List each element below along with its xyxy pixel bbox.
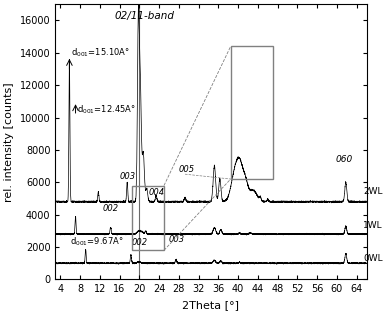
Bar [132, 186, 164, 250]
Bar [231, 46, 273, 179]
Y-axis label: rel. intensity [counts]: rel. intensity [counts] [4, 82, 14, 202]
Text: d$_{001}$=15.10A°: d$_{001}$=15.10A° [71, 46, 130, 59]
Text: 003: 003 [119, 172, 135, 181]
Text: 1WL: 1WL [363, 221, 383, 230]
Text: d$_{001}$=9.67A°: d$_{001}$=9.67A° [70, 235, 124, 248]
Text: 02/11-band: 02/11-band [114, 11, 174, 21]
Text: d$_{001}$=12.45A°: d$_{001}$=12.45A° [77, 103, 136, 116]
Text: 002: 002 [103, 204, 119, 213]
Text: 0WL: 0WL [363, 254, 383, 263]
X-axis label: 2Theta [°]: 2Theta [°] [182, 300, 240, 310]
Text: 060: 060 [336, 155, 353, 165]
Text: 003: 003 [168, 235, 185, 244]
Text: 2WL: 2WL [363, 187, 383, 197]
Text: 004: 004 [149, 188, 165, 197]
Text: 005: 005 [178, 165, 194, 174]
Text: 002: 002 [132, 238, 147, 247]
